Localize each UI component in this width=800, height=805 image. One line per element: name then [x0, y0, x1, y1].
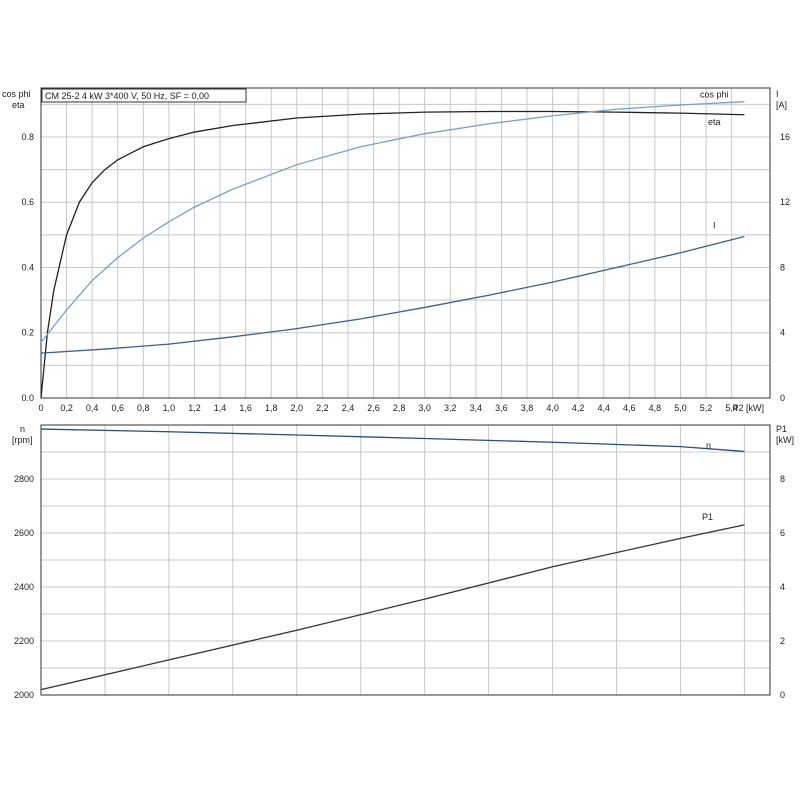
y-right-tick-label: 0 — [780, 690, 785, 700]
x-tick-label: 0,6 — [111, 403, 124, 413]
y-left-tick-label: 0.2 — [21, 328, 34, 338]
series-label-i: I — [713, 220, 716, 230]
y-left-axis-label: [rpm] — [12, 435, 33, 445]
series-label-cos-phi: cos phi — [700, 90, 729, 100]
y-left-tick-label: 0.8 — [21, 132, 34, 142]
y-right-axis-label: I — [776, 89, 779, 99]
x-tick-label: 2,6 — [367, 403, 380, 413]
x-tick-label: 3,6 — [495, 403, 508, 413]
x-tick-label: 4,0 — [546, 403, 559, 413]
x-tick-label: 5,0 — [674, 403, 687, 413]
y-right-axis-label: [kW] — [776, 435, 794, 445]
y-left-axis-label: n — [20, 424, 25, 434]
y-left-tick-label: 2200 — [14, 636, 34, 646]
title-box — [41, 88, 247, 103]
y-left-tick-label: 2600 — [14, 528, 34, 538]
x-tick-label: 2,8 — [393, 403, 406, 413]
x-tick-label: 3,0 — [418, 403, 431, 413]
y-right-tick-label: 8 — [780, 474, 785, 484]
y-left-axis-label: cos phi — [2, 89, 31, 99]
x-tick-label: 4,2 — [572, 403, 585, 413]
series-line-n — [40, 428, 745, 453]
x-tick-label: 2,0 — [291, 403, 304, 413]
y-left-tick-label: 0.0 — [21, 393, 34, 403]
series-label-eta: eta — [708, 117, 721, 127]
series-line-cos-phi — [40, 101, 745, 343]
top-plot-frame — [40, 87, 771, 399]
x-tick-label: 0,8 — [137, 403, 150, 413]
x-tick-label: 4,6 — [623, 403, 636, 413]
x-tick-label: 2,2 — [316, 403, 329, 413]
x-tick-label: 4,4 — [597, 403, 610, 413]
y-right-tick-label: 2 — [780, 636, 785, 646]
y-left-tick-label: 2400 — [14, 582, 34, 592]
x-tick-label: 5,2 — [700, 403, 713, 413]
x-tick-label: 0,4 — [86, 403, 99, 413]
y-left-tick-label: 0.6 — [21, 197, 34, 207]
x-tick-label: 3,4 — [470, 403, 483, 413]
x-axis-label: P2 [kW] — [732, 403, 764, 413]
x-tick-label: 1,2 — [188, 403, 201, 413]
y-right-axis-label: [A] — [776, 100, 787, 110]
series-line-I — [40, 235, 745, 354]
series-line-eta — [40, 110, 745, 399]
series-label-n: n — [706, 440, 711, 450]
y-left-tick-label: 0.4 — [21, 262, 34, 272]
x-tick-label: 5,4 — [725, 403, 738, 413]
y-right-tick-label: 8 — [780, 262, 785, 272]
series-line-P1 — [40, 524, 745, 691]
x-tick-label: 0,2 — [60, 403, 73, 413]
y-right-tick-label: 12 — [780, 197, 790, 207]
chart-title: CM 25-2 4 kW 3*400 V, 50 Hz, SF = 0,00 — [45, 91, 209, 101]
series-label-p1: P1 — [702, 512, 713, 522]
y-right-tick-label: 4 — [780, 582, 785, 592]
x-tick-label: 0 — [38, 403, 43, 413]
x-tick-label: 3,2 — [444, 403, 457, 413]
x-tick-label: 2,4 — [342, 403, 355, 413]
x-tick-label: 1,0 — [163, 403, 176, 413]
y-left-axis-label: eta — [12, 100, 25, 110]
y-right-tick-label: 0 — [780, 393, 785, 403]
x-tick-label: 3,8 — [521, 403, 534, 413]
x-tick-label: 4,8 — [649, 403, 662, 413]
x-tick-label: 1,8 — [265, 403, 278, 413]
y-right-tick-label: 16 — [780, 132, 790, 142]
y-left-tick-label: 2800 — [14, 474, 34, 484]
y-right-axis-label: P1 — [776, 424, 787, 434]
bottom-plot-frame — [40, 424, 771, 696]
y-right-tick-label: 4 — [780, 328, 785, 338]
x-tick-label: 1,6 — [239, 403, 252, 413]
y-left-tick-label: 2000 — [14, 690, 34, 700]
x-tick-label: 1,4 — [214, 403, 227, 413]
y-right-tick-label: 6 — [780, 528, 785, 538]
